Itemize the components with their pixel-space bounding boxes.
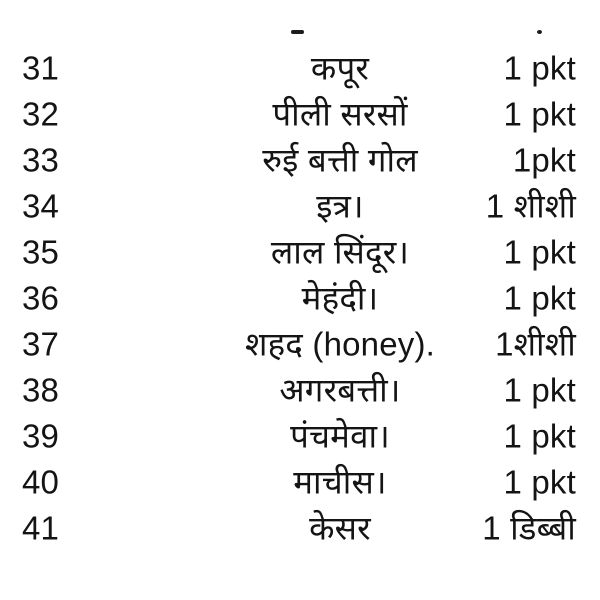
- row-number: 37: [22, 325, 60, 363]
- item-name: लाल सिंदूर।: [270, 233, 410, 271]
- item-name: पंचमेवा।: [290, 417, 390, 455]
- table-row: 35 लाल सिंदूर। 1 pkt: [0, 229, 600, 275]
- item-quantity: 1 pkt: [503, 371, 576, 409]
- item-name: कपूर: [310, 49, 370, 87]
- table-row: 36 मेहंदी। 1 pkt: [0, 275, 600, 321]
- item-list: 31 कपूर 1 pkt 32 पीली सरसों 1 pkt 33 रुई…: [0, 45, 600, 551]
- item-name: केसर: [309, 509, 371, 547]
- item-name: रुई बत्ती गोल: [262, 141, 418, 179]
- item-quantity: 1शीशी: [495, 325, 576, 363]
- truncated-row-text-fragment: [291, 30, 304, 34]
- table-row: 37 शहद (honey). 1शीशी: [0, 321, 600, 367]
- table-row: 41 केसर 1 डिब्बी: [0, 505, 600, 551]
- row-number: 41: [22, 509, 60, 547]
- item-quantity: 1 डिब्बी: [482, 509, 576, 547]
- item-quantity: 1 pkt: [503, 49, 576, 87]
- table-row: 38 अगरबत्ती। 1 pkt: [0, 367, 600, 413]
- row-number: 39: [22, 417, 60, 455]
- table-row: 32 पीली सरसों 1 pkt: [0, 91, 600, 137]
- item-quantity: 1 pkt: [503, 95, 576, 133]
- item-quantity: 1 pkt: [503, 463, 576, 501]
- table-row: 31 कपूर 1 pkt: [0, 45, 600, 91]
- item-name: इत्र।: [316, 187, 364, 225]
- item-name: पीली सरसों: [272, 95, 408, 133]
- item-name: मेहंदी।: [301, 279, 379, 317]
- row-number: 33: [22, 141, 60, 179]
- row-number: 34: [22, 187, 60, 225]
- row-number: 32: [22, 95, 60, 133]
- table-row: 33 रुई बत्ती गोल 1pkt: [0, 137, 600, 183]
- table-row: 40 माचीस। 1 pkt: [0, 459, 600, 505]
- row-number: 38: [22, 371, 60, 409]
- row-number: 36: [22, 279, 60, 317]
- row-number: 31: [22, 49, 60, 87]
- item-quantity: 1 शीशी: [485, 187, 576, 225]
- table-row: 39 पंचमेवा। 1 pkt: [0, 413, 600, 459]
- item-name: अगरबत्ती।: [279, 371, 401, 409]
- item-quantity: 1 pkt: [503, 417, 576, 455]
- item-quantity: 1pkt: [512, 141, 576, 179]
- item-quantity: 1 pkt: [503, 233, 576, 271]
- item-name: माचीस।: [293, 463, 387, 501]
- row-number: 40: [22, 463, 60, 501]
- table-row: 34 इत्र। 1 शीशी: [0, 183, 600, 229]
- row-number: 35: [22, 233, 60, 271]
- truncated-row-period-fragment: [537, 30, 542, 34]
- item-name: शहद (honey).: [244, 325, 436, 363]
- item-quantity: 1 pkt: [503, 279, 576, 317]
